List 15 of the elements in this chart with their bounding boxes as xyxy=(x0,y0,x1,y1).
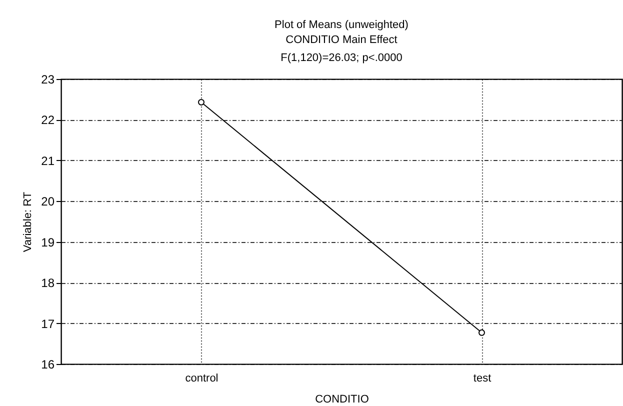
y-tick-label: 22 xyxy=(41,113,55,128)
y-tick-label: 17 xyxy=(41,316,55,331)
y-tick-label: 23 xyxy=(41,72,55,86)
y-tick-label: 20 xyxy=(41,194,55,209)
x-tick-label: test xyxy=(473,372,492,384)
y-tick-label: 16 xyxy=(41,358,55,372)
y-tick-label: 19 xyxy=(41,235,55,250)
y-tick-label: 21 xyxy=(41,154,55,168)
chart-subtitle: CONDITIO Main Effect xyxy=(286,34,398,46)
x-axis-title: CONDITIO xyxy=(315,394,370,406)
y-tick-label: 18 xyxy=(41,276,55,290)
x-tick-label: control xyxy=(185,372,218,384)
chart-title: Plot of Means (unweighted) xyxy=(274,19,408,31)
text: F(1,120)=26.03; p<.0000 xyxy=(280,52,402,64)
y-axis-title: Variable: RT xyxy=(22,192,34,252)
